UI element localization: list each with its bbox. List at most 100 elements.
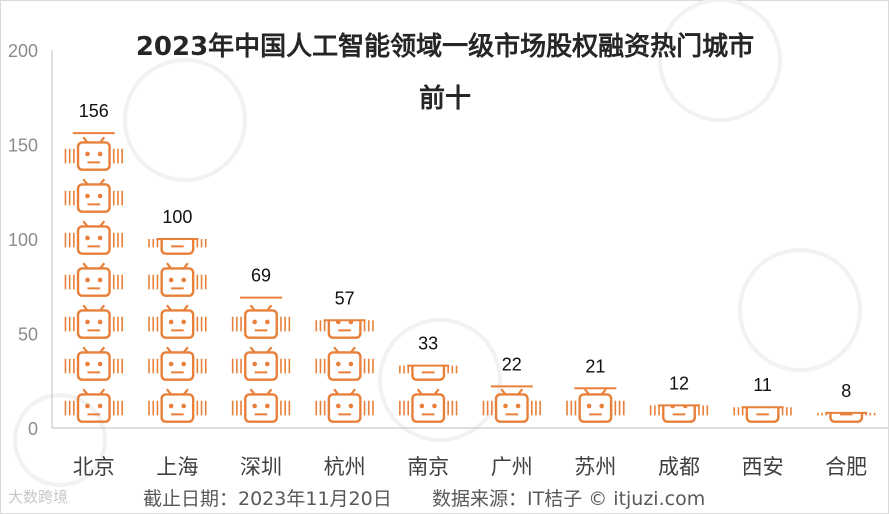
chart-title: 2023年中国人工智能领域一级市场股权融资热门城市: [135, 32, 755, 62]
bar-robot-head: [244, 351, 278, 381]
bar-robot-eye: [85, 403, 90, 409]
bar-robot-antenna: [333, 346, 340, 354]
data-label: 33: [418, 334, 438, 354]
bar-robot-eye: [335, 361, 341, 367]
bar-robot-eye: [181, 319, 187, 325]
bar-robot-eye: [97, 277, 103, 283]
bar-robot-eye: [168, 361, 174, 367]
bar-robot-eye: [252, 361, 258, 367]
bar-robot-antenna: [266, 346, 273, 354]
x-tick-label: 上海: [156, 455, 198, 479]
bar-robot-head: [76, 309, 111, 339]
x-tick-label: 杭州: [324, 455, 366, 479]
bar-robot-head: [327, 351, 362, 381]
data-label: 12: [669, 373, 689, 393]
bar-robot-antenna: [166, 304, 172, 312]
bar-robot-eye: [97, 361, 103, 367]
data-label: 8: [841, 381, 851, 401]
y-tick-label: 50: [18, 325, 38, 345]
bar-robot-antenna: [416, 388, 423, 396]
bar-robot-eye: [85, 193, 90, 199]
bar-robot-head: [411, 393, 446, 423]
bar-robot-eye: [264, 361, 270, 367]
bar: [482, 388, 541, 423]
bar-robot-eye: [515, 403, 521, 409]
x-tick-label: 北京: [73, 455, 115, 479]
bar-robot-head: [327, 393, 362, 423]
bar-robot-eye: [335, 403, 341, 409]
x-tick-label: 合肥: [825, 455, 867, 479]
bar-robot-antenna: [333, 388, 340, 396]
bar-robot-eye: [181, 277, 187, 283]
data-source: 数据来源：IT桔子 © itjuzi.com: [432, 488, 706, 510]
chart-title-line2: 前十: [418, 84, 471, 114]
bar-robot-head: [76, 141, 111, 171]
bar-robot-antenna: [82, 220, 89, 228]
bar-robot-head: [829, 412, 864, 423]
bar-robot-eye: [85, 235, 90, 241]
bar-robot-antenna: [500, 388, 507, 396]
cutoff-date: 截止日期：2023年11月20日: [143, 488, 392, 510]
data-label: 69: [251, 266, 271, 286]
x-tick-label: 广州: [491, 455, 533, 479]
bar: [64, 95, 123, 423]
bar-robot-antenna: [99, 178, 106, 186]
bar-robot-antenna: [584, 388, 590, 396]
bar-robot-head: [76, 351, 111, 381]
bar-robot-antenna: [82, 136, 89, 144]
bar-robot-antenna: [350, 388, 356, 396]
x-tick-label: 苏州: [574, 455, 616, 479]
bar-robot-head: [662, 405, 696, 423]
bar-robot-antenna: [517, 388, 524, 396]
data-label: 21: [585, 356, 605, 376]
bar-robot-antenna: [350, 346, 356, 354]
bar-robot-head: [160, 239, 195, 255]
bar-robot-antenna: [83, 95, 87, 100]
bar: [315, 320, 374, 423]
bar-robot-eye: [97, 319, 103, 325]
bar-robot-antenna: [99, 220, 106, 228]
bar-robot-head: [76, 267, 111, 297]
bar-robot-head: [76, 225, 111, 255]
bar-robot-antenna: [82, 178, 89, 186]
data-label: 11: [753, 375, 772, 395]
bar-robot-eye: [264, 319, 270, 325]
data-label: 100: [162, 207, 192, 227]
bar-robot-eye: [85, 277, 90, 283]
bar: [148, 239, 207, 423]
bar-robot-eye: [181, 403, 187, 409]
bar-robot-eye: [586, 403, 592, 409]
bar-robot-antenna: [853, 389, 857, 394]
bar-robot-head: [160, 351, 195, 381]
brand-watermark: 大数跨境: [8, 488, 69, 506]
bar-robot-antenna: [249, 304, 256, 312]
bar-robot-eye: [97, 193, 103, 199]
bar-robot-eye: [348, 361, 354, 367]
bar-robot-antenna: [249, 346, 256, 354]
bar-robot-eye: [85, 319, 90, 325]
bar-robot-head: [160, 393, 195, 423]
x-tick-label: 西安: [742, 455, 784, 479]
bar-robot-antenna: [600, 388, 607, 396]
x-tick-label: 深圳: [240, 455, 282, 479]
x-tick-label: 南京: [407, 455, 449, 479]
bar-robot-antenna: [249, 388, 256, 396]
bar-robot-eye: [85, 361, 90, 367]
bar-robot-antenna: [182, 304, 189, 312]
bar-robot-antenna: [166, 262, 172, 270]
bar-robot-antenna: [266, 388, 273, 396]
bar-robot-eye: [432, 403, 437, 409]
bar-robot-head: [578, 393, 613, 423]
bar-robot-antenna: [433, 388, 440, 396]
bar-robot-eye: [181, 361, 187, 367]
data-label: 57: [335, 288, 355, 308]
bar-robot-eye: [599, 403, 605, 409]
bar-robot-antenna: [82, 388, 89, 396]
bar-robot-eye: [264, 403, 270, 409]
data-label: 22: [502, 354, 522, 374]
bar-robot-eye: [252, 319, 258, 325]
bar-robot-antenna: [99, 304, 106, 312]
bar-robot-antenna: [82, 346, 89, 354]
